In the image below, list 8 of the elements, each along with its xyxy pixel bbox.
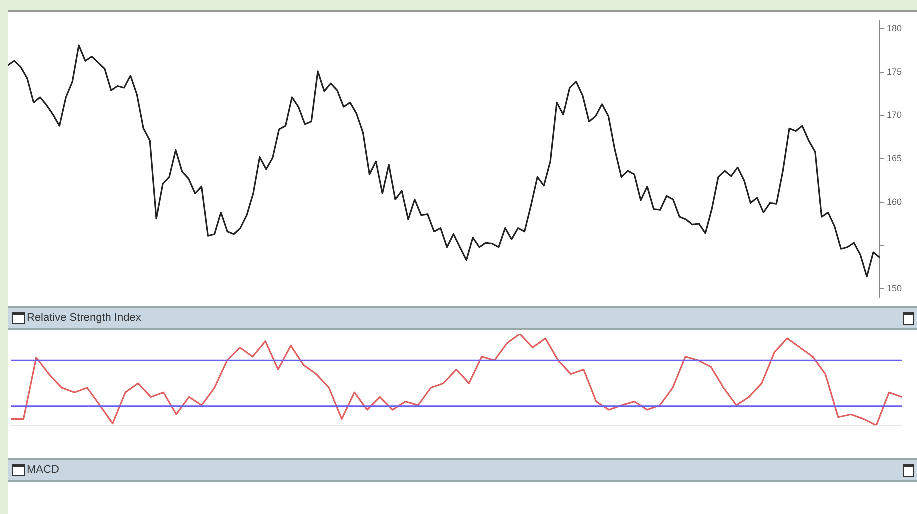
y-tick-label: 150: [886, 283, 902, 294]
y-tick-label: 175: [886, 66, 902, 77]
y-tick-label: 180: [886, 24, 902, 34]
y-tick-label: 160: [886, 196, 902, 207]
y-tick-label: 170: [886, 110, 902, 120]
y-tick-label: 165: [886, 153, 902, 164]
chart-title: Relative Strength Index: [27, 312, 142, 324]
text: MACD: [27, 464, 60, 476]
